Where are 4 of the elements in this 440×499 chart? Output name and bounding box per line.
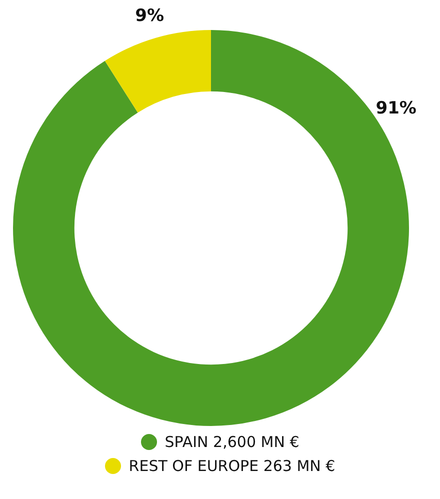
legend-label: SPAIN 2,600 MN € [164,432,300,453]
legend-label: REST OF EUROPE 263 MN € [128,456,336,477]
data-label: 91% [376,98,416,119]
data-label: 9% [135,6,164,26]
